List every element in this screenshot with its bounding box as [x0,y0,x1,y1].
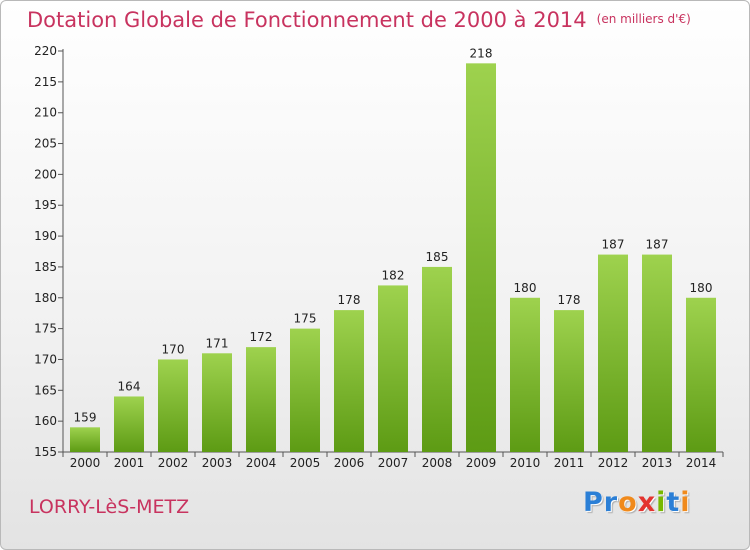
y-tick-label: 215 [34,75,57,89]
bar-value-label: 180 [514,281,537,295]
bar-value-label: 187 [646,238,669,252]
bar-2002[interactable] [158,359,188,452]
bar-value-label: 218 [470,46,493,60]
bar-value-label: 180 [690,281,713,295]
y-tick-label: 205 [34,137,57,151]
y-tick-label: 200 [34,167,57,181]
y-tick-label: 165 [34,383,57,397]
logo-letter: P [583,487,604,518]
x-tick-label: 2014 [686,456,717,470]
x-tick-label: 2003 [202,456,233,470]
bars [70,63,716,452]
bar-2004[interactable] [246,347,276,452]
bar-2000[interactable] [70,427,100,452]
x-tick-label: 2004 [246,456,277,470]
bar-value-label: 178 [558,293,581,307]
bar-2013[interactable] [642,254,672,452]
bar-2014[interactable] [686,297,716,452]
bar-2012[interactable] [598,254,628,452]
x-tick-label: 2010 [510,456,541,470]
logo-letter: o [618,487,638,518]
logo-letter: t [666,487,681,518]
bar-value-label: 182 [382,268,405,282]
bar-value-label: 187 [602,238,625,252]
bar-value-label: 164 [118,379,141,393]
commune-name: LORRY-LèS-METZ [29,496,190,518]
x-tick-label: 2007 [378,456,409,470]
bar-value-label: 178 [338,293,361,307]
logo-letter: i [680,487,691,518]
x-tick-label: 2013 [642,456,673,470]
x-tick-label: 2005 [290,456,321,470]
x-tick-label: 2012 [598,456,629,470]
x-tick-label: 2000 [70,456,101,470]
y-tick-label: 160 [34,414,57,428]
x-tick-label: 2009 [466,456,497,470]
bar-2003[interactable] [202,353,232,452]
y-axis: 155 160 165 170 175 180 185 190 195 200 205 210 215 2… [34,44,64,459]
x-tick-label: 2006 [334,456,365,470]
bar-2007[interactable] [378,285,408,452]
y-tick-label: 155 [34,445,57,459]
proxiti-logo[interactable]: Proxiti [583,487,691,518]
bar-2006[interactable] [334,310,364,452]
logo-letter: x [637,487,657,518]
y-tick-label: 195 [34,198,57,212]
chart-unit: (en milliers d'€) [596,12,691,26]
y-tick-label: 175 [34,322,57,336]
chart-title: Dotation Globale de Fonctionnement de 20… [27,8,691,32]
bar-value-label: 159 [74,410,97,424]
bar-2009[interactable] [466,63,496,452]
y-tick-label: 190 [34,229,57,243]
bar-value-label: 175 [294,312,317,326]
bar-value-label: 171 [206,336,229,350]
y-tick-label: 180 [34,291,57,305]
y-tick-label: 170 [34,352,57,366]
bar-2005[interactable] [290,328,320,452]
bar-2001[interactable] [114,396,144,452]
x-axis: 2000 2001 2002 2003 2004 2005 2006 2007 2008 2009… [62,451,724,470]
bar-2011[interactable] [554,310,584,452]
bar-2010[interactable] [510,297,540,452]
y-tick-label: 220 [34,44,57,58]
bar-value-label: 172 [250,330,273,344]
value-labels: 159 164 170 171 172 175 178 182 185 218 180 178 187 1… [74,46,713,424]
bar-2008[interactable] [422,266,452,452]
x-tick-label: 2001 [114,456,145,470]
chart-title-text: Dotation Globale de Fonctionnement de 20… [27,8,587,32]
x-tick-label: 2011 [554,456,585,470]
x-tick-label: 2008 [422,456,453,470]
y-tick-label: 185 [34,260,57,274]
y-tick-label: 210 [34,106,57,120]
logo-letter: r [603,487,619,518]
logo-letter: i [656,487,667,518]
bar-value-label: 185 [426,250,449,264]
x-tick-label: 2002 [158,456,189,470]
bar-value-label: 170 [162,342,185,356]
